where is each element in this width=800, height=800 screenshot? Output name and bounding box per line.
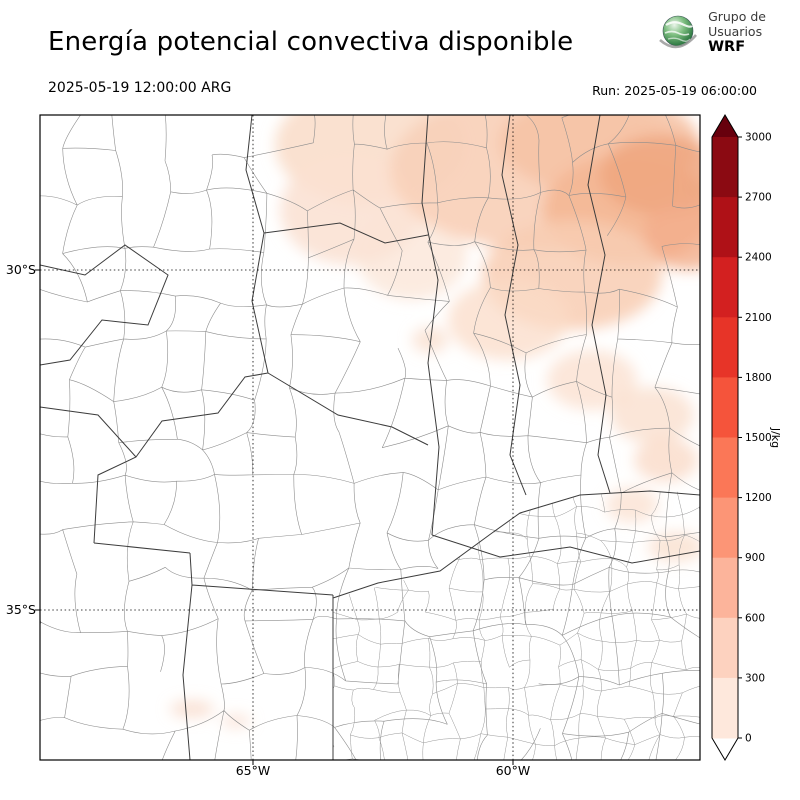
colorbar-tick-label: 1800 bbox=[745, 372, 772, 384]
page-title: Energía potencial convectiva disponible bbox=[48, 27, 574, 57]
colorbar-segment bbox=[712, 317, 738, 378]
colorbar-segment bbox=[712, 197, 738, 258]
axis-ticks bbox=[35, 269, 514, 765]
globe-icon bbox=[659, 15, 698, 49]
valid-time-label: 2025-05-19 12:00:00 ARG bbox=[48, 80, 232, 96]
y-tick-label-30s: 30°S bbox=[5, 262, 36, 277]
colorbar-segment bbox=[712, 557, 738, 619]
colorbar-segment bbox=[712, 257, 738, 318]
colorbar-tick-label: 900 bbox=[745, 552, 765, 564]
cape-shading bbox=[170, 115, 700, 728]
y-tick-label-35s: 35°S bbox=[5, 602, 36, 617]
colorbar-segment bbox=[712, 497, 738, 559]
x-tick-label-60w: 60°W bbox=[495, 763, 531, 778]
map-plot bbox=[35, 114, 701, 765]
colorbar-tick-label: 3000 bbox=[745, 132, 772, 144]
logo-line-1: Grupo de bbox=[708, 9, 766, 25]
colorbar-tick-label: 1200 bbox=[745, 492, 772, 504]
colorbar-tick-label: 600 bbox=[745, 612, 765, 624]
colorbar-tick-label: 2400 bbox=[745, 252, 772, 264]
colorbar-container: 3000 2700 2400 2100 1800 1500 1200 900 600 300 0 bbox=[711, 114, 792, 761]
x-tick-label-65w: 65°W bbox=[235, 763, 271, 778]
colorbar-segment bbox=[712, 377, 738, 438]
province-boundaries bbox=[40, 115, 700, 760]
colorbar-segment bbox=[712, 137, 738, 198]
colorbar-tick-label: 2100 bbox=[745, 312, 772, 324]
colorbar-segment bbox=[712, 617, 738, 679]
graticule bbox=[40, 115, 700, 760]
map-frame bbox=[39, 114, 701, 761]
colorbar-segment bbox=[712, 437, 738, 499]
wrf-logo: Grupo de Usuarios WRF bbox=[655, 9, 766, 56]
logo-line-2: Usuarios bbox=[708, 23, 763, 39]
colorbar-over-arrow bbox=[712, 115, 738, 137]
logo-text: Grupo de Usuarios WRF bbox=[708, 9, 766, 56]
colorbar-tick-label: 1500 bbox=[745, 432, 772, 444]
colorbar-units-label: J/kg bbox=[769, 427, 783, 449]
logo-line-3: WRF bbox=[708, 39, 746, 56]
map-canvas bbox=[35, 114, 701, 765]
colorbar-tick-label: 0 bbox=[745, 733, 752, 745]
colorbar-segment bbox=[712, 677, 738, 739]
colorbar-under-arrow bbox=[712, 738, 738, 760]
colorbar-tick-label: 2700 bbox=[745, 192, 772, 204]
run-time-label: Run: 2025-05-19 06:00:00 bbox=[592, 83, 757, 98]
colorbar-tick-label: 300 bbox=[745, 672, 765, 684]
